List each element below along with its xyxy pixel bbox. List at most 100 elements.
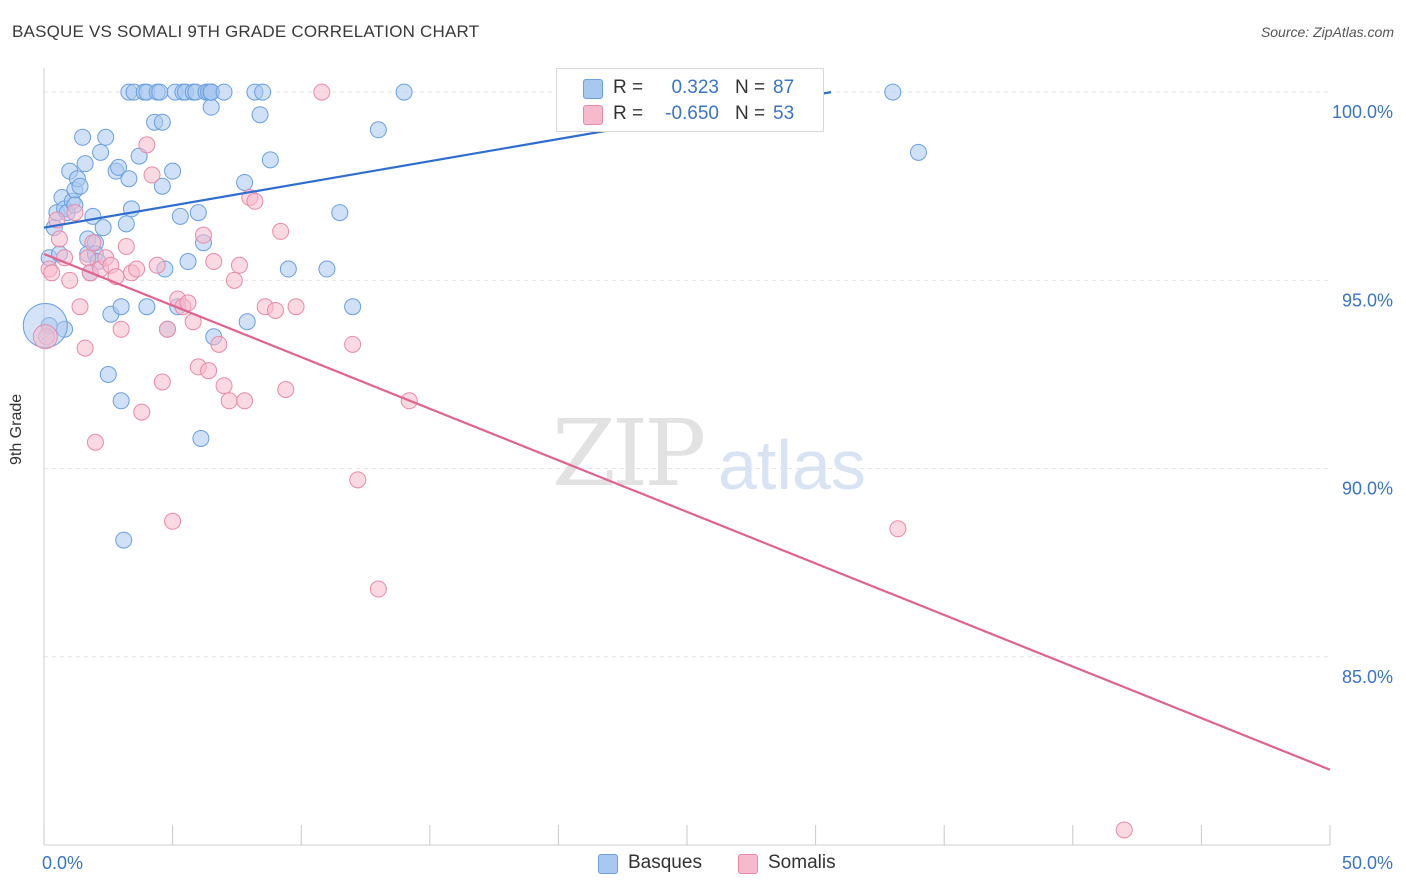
somali-trend-line — [43, 252, 1331, 771]
y-tick-label: 100.0% — [1332, 102, 1393, 122]
somali-point — [133, 403, 151, 421]
basques-legend-swatch — [598, 854, 618, 874]
basque-point — [112, 298, 130, 316]
basque-point — [115, 531, 133, 549]
somali-point — [889, 520, 907, 538]
basque-point — [254, 83, 272, 101]
grid-layer — [44, 91, 1330, 658]
basque-point — [120, 170, 138, 188]
r-label: R = — [613, 103, 644, 124]
basque-point — [279, 260, 297, 278]
somali-point — [277, 381, 295, 399]
basque-point — [344, 298, 362, 316]
y-tick-label: 95.0% — [1342, 290, 1393, 310]
somali-point — [32, 324, 58, 350]
y-axis-label: 9th Grade — [8, 393, 25, 465]
basque-point — [110, 158, 128, 176]
somali-point — [205, 253, 223, 271]
basque-point — [97, 128, 115, 146]
somali-point — [266, 301, 284, 319]
basque-point — [153, 177, 171, 195]
basque-point — [138, 298, 156, 316]
somali-point — [236, 392, 254, 410]
somali-point — [349, 471, 367, 489]
watermark-atlas: atlas — [718, 426, 866, 504]
somali-point — [112, 320, 130, 338]
basque-point — [261, 151, 279, 169]
somalis-legend-swatch — [738, 854, 758, 874]
basque-point — [179, 253, 197, 271]
trend-layer — [43, 91, 1331, 771]
somali-point — [215, 377, 233, 395]
basque-point — [71, 177, 89, 195]
axis-layer — [43, 68, 1331, 846]
somali-point — [43, 264, 61, 282]
somalis-swatch — [583, 105, 603, 125]
somali-point — [76, 339, 94, 357]
legend-label: Somalis — [768, 852, 836, 873]
basque-point — [99, 365, 117, 383]
source-label: Source: ZipAtlas.com — [1260, 24, 1394, 40]
basque-point — [171, 207, 189, 225]
legend-row-somalis: R = -0.650 N = 53 — [557, 101, 823, 127]
basque-point — [884, 83, 902, 101]
basque-point — [251, 106, 269, 124]
x-tick-label: 50.0% — [1342, 853, 1393, 873]
basque-point — [395, 83, 413, 101]
n-label: N = — [735, 103, 766, 124]
chart-title: BASQUE VS SOMALI 9TH GRADE CORRELATION C… — [12, 22, 480, 41]
basque-point — [909, 143, 927, 161]
somali-point — [210, 335, 228, 353]
somali-point — [117, 237, 135, 255]
basque-point — [238, 313, 256, 331]
x-tick-label: 0.0% — [42, 853, 83, 873]
basque-point — [153, 113, 171, 131]
basque-point — [117, 215, 135, 233]
correlation-legend: R = 0.323 N = 87 R = -0.650 N = 53 — [556, 68, 824, 132]
r-value: 0.323 — [671, 77, 719, 98]
basque-point — [94, 219, 112, 237]
somali-point — [84, 234, 102, 252]
basque-point — [112, 392, 130, 410]
points-layer — [22, 83, 1133, 839]
basque-point — [74, 128, 92, 146]
somali-point — [138, 136, 156, 154]
y-tick-label: 85.0% — [1342, 667, 1393, 687]
somali-point — [194, 226, 212, 244]
somali-point — [128, 260, 146, 278]
basque-point — [318, 260, 336, 278]
somali-point — [164, 512, 182, 530]
n-value: 87 — [773, 77, 795, 98]
r-label: R = — [613, 77, 644, 98]
somali-point — [246, 192, 264, 210]
basque-point — [236, 173, 254, 191]
somali-point — [287, 298, 305, 316]
somali-point — [153, 373, 171, 391]
somali-point — [344, 335, 362, 353]
somali-point — [230, 256, 248, 274]
somali-point — [143, 166, 161, 184]
somali-point — [79, 249, 97, 267]
n-label: N = — [735, 77, 766, 98]
somali-point — [200, 362, 218, 380]
basque-point — [215, 83, 233, 101]
basque-point — [164, 162, 182, 180]
basque-point — [369, 121, 387, 139]
y-tick-label: 90.0% — [1342, 479, 1393, 499]
somali-point — [220, 392, 238, 410]
somali-point — [272, 222, 290, 240]
basques-swatch — [583, 79, 603, 99]
basque-point — [151, 83, 169, 101]
basque-point — [92, 143, 110, 161]
somali-point — [86, 433, 104, 451]
somali-point — [158, 320, 176, 338]
basque-point — [192, 429, 210, 447]
basque-point — [76, 155, 94, 173]
somali-point — [1115, 821, 1133, 839]
legend-label: Basques — [628, 852, 702, 873]
somali-point — [61, 271, 79, 289]
somali-point — [66, 204, 84, 222]
n-value: 53 — [773, 103, 795, 124]
basque-point — [202, 98, 220, 116]
